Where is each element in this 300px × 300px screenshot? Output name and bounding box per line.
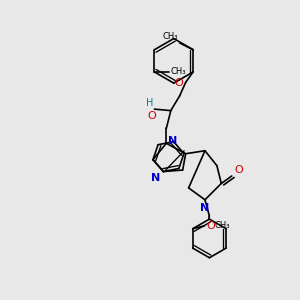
Text: O: O bbox=[175, 78, 183, 88]
Text: N: N bbox=[200, 203, 210, 213]
Text: CH₃: CH₃ bbox=[163, 32, 178, 41]
Text: CH₃: CH₃ bbox=[171, 68, 186, 76]
Text: O: O bbox=[206, 221, 215, 231]
Text: O: O bbox=[235, 164, 243, 175]
Text: N: N bbox=[168, 136, 178, 146]
Text: CH₃: CH₃ bbox=[215, 221, 230, 230]
Text: N: N bbox=[151, 173, 160, 183]
Text: H: H bbox=[146, 98, 153, 108]
Text: O: O bbox=[147, 111, 156, 121]
